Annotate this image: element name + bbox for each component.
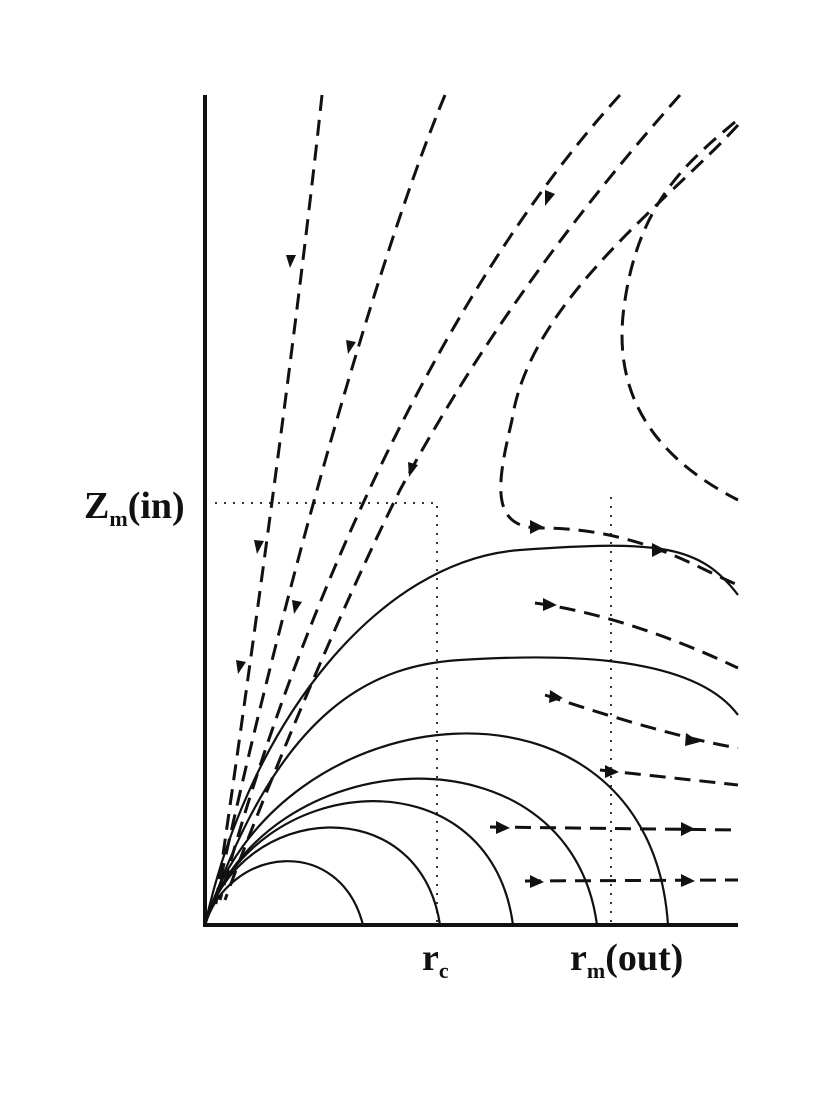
solid-line bbox=[203, 860, 365, 926]
arrowhead bbox=[530, 520, 544, 534]
flow-line bbox=[599, 768, 739, 787]
zm-guide bbox=[215, 502, 438, 925]
rc-label: rc bbox=[422, 937, 449, 983]
flow-line bbox=[223, 94, 682, 901]
flow-line bbox=[213, 94, 447, 906]
arrowhead bbox=[236, 660, 246, 674]
rm-label: rm(out) bbox=[570, 937, 683, 983]
flow-line bbox=[489, 825, 739, 832]
subscript: c bbox=[439, 958, 449, 983]
flow-line bbox=[213, 94, 324, 911]
solid-line bbox=[203, 800, 515, 926]
suffix: (in) bbox=[128, 485, 185, 527]
arrowhead bbox=[549, 690, 563, 703]
arrowhead bbox=[254, 540, 264, 554]
arrowhead bbox=[681, 874, 695, 887]
suffix: (out) bbox=[605, 937, 683, 979]
arrowhead bbox=[543, 598, 557, 611]
arrowhead bbox=[496, 821, 510, 834]
arrowhead bbox=[605, 765, 619, 778]
arrowhead bbox=[685, 733, 700, 746]
flow-line bbox=[218, 93, 622, 901]
arrowhead bbox=[286, 255, 296, 268]
flow-line bbox=[524, 878, 739, 883]
arrowhead bbox=[292, 600, 302, 614]
arrowheads bbox=[236, 190, 700, 888]
arrowhead bbox=[681, 822, 695, 836]
symbol: r bbox=[422, 937, 439, 979]
guide-lines bbox=[215, 497, 612, 925]
symbol: r bbox=[570, 937, 587, 979]
subscript: m bbox=[109, 506, 127, 531]
solid-line bbox=[203, 732, 670, 926]
symbol: Z bbox=[84, 485, 109, 527]
z-label: Zm(in) bbox=[84, 485, 185, 531]
arrowhead bbox=[652, 543, 666, 557]
arrowhead bbox=[408, 462, 418, 477]
dashed-flow-lines bbox=[213, 93, 740, 911]
subscript: m bbox=[587, 958, 605, 983]
flow-line bbox=[534, 601, 739, 670]
flow-line bbox=[544, 693, 739, 750]
solid-line bbox=[203, 656, 739, 926]
flow-line bbox=[620, 120, 739, 502]
arrowhead bbox=[346, 340, 356, 354]
arrowhead bbox=[530, 875, 544, 888]
arrowhead bbox=[545, 190, 555, 206]
